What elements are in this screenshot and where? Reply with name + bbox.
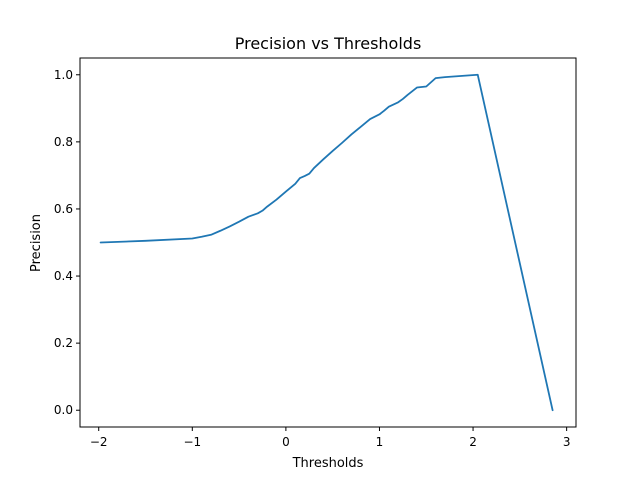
y-tick-label: 0.4 — [54, 269, 73, 283]
y-axis-label: Precision — [29, 214, 44, 272]
y-tick-label: 0.0 — [54, 403, 73, 417]
y-tick-label: 1.0 — [54, 68, 73, 82]
plot-frame — [79, 57, 577, 428]
x-tick-label: 0 — [282, 435, 290, 449]
x-tick-label: 3 — [563, 435, 571, 449]
x-tick-label: 1 — [376, 435, 384, 449]
chart-title: Precision vs Thresholds — [235, 34, 422, 53]
y-tick-label: 0.6 — [54, 202, 73, 216]
x-tick-label: −1 — [183, 435, 201, 449]
x-tick-label: −2 — [90, 435, 108, 449]
y-tick-label: 0.2 — [54, 336, 73, 350]
x-axis-label: Thresholds — [292, 456, 364, 471]
y-tick-label: 0.8 — [54, 135, 73, 149]
x-tick-label: 2 — [469, 435, 477, 449]
series-line — [99, 73, 554, 412]
ticks-layer: −2 −1 0 1 2 3 0.0 0.2 0.4 0.6 0.8 1.0 — [54, 68, 571, 449]
